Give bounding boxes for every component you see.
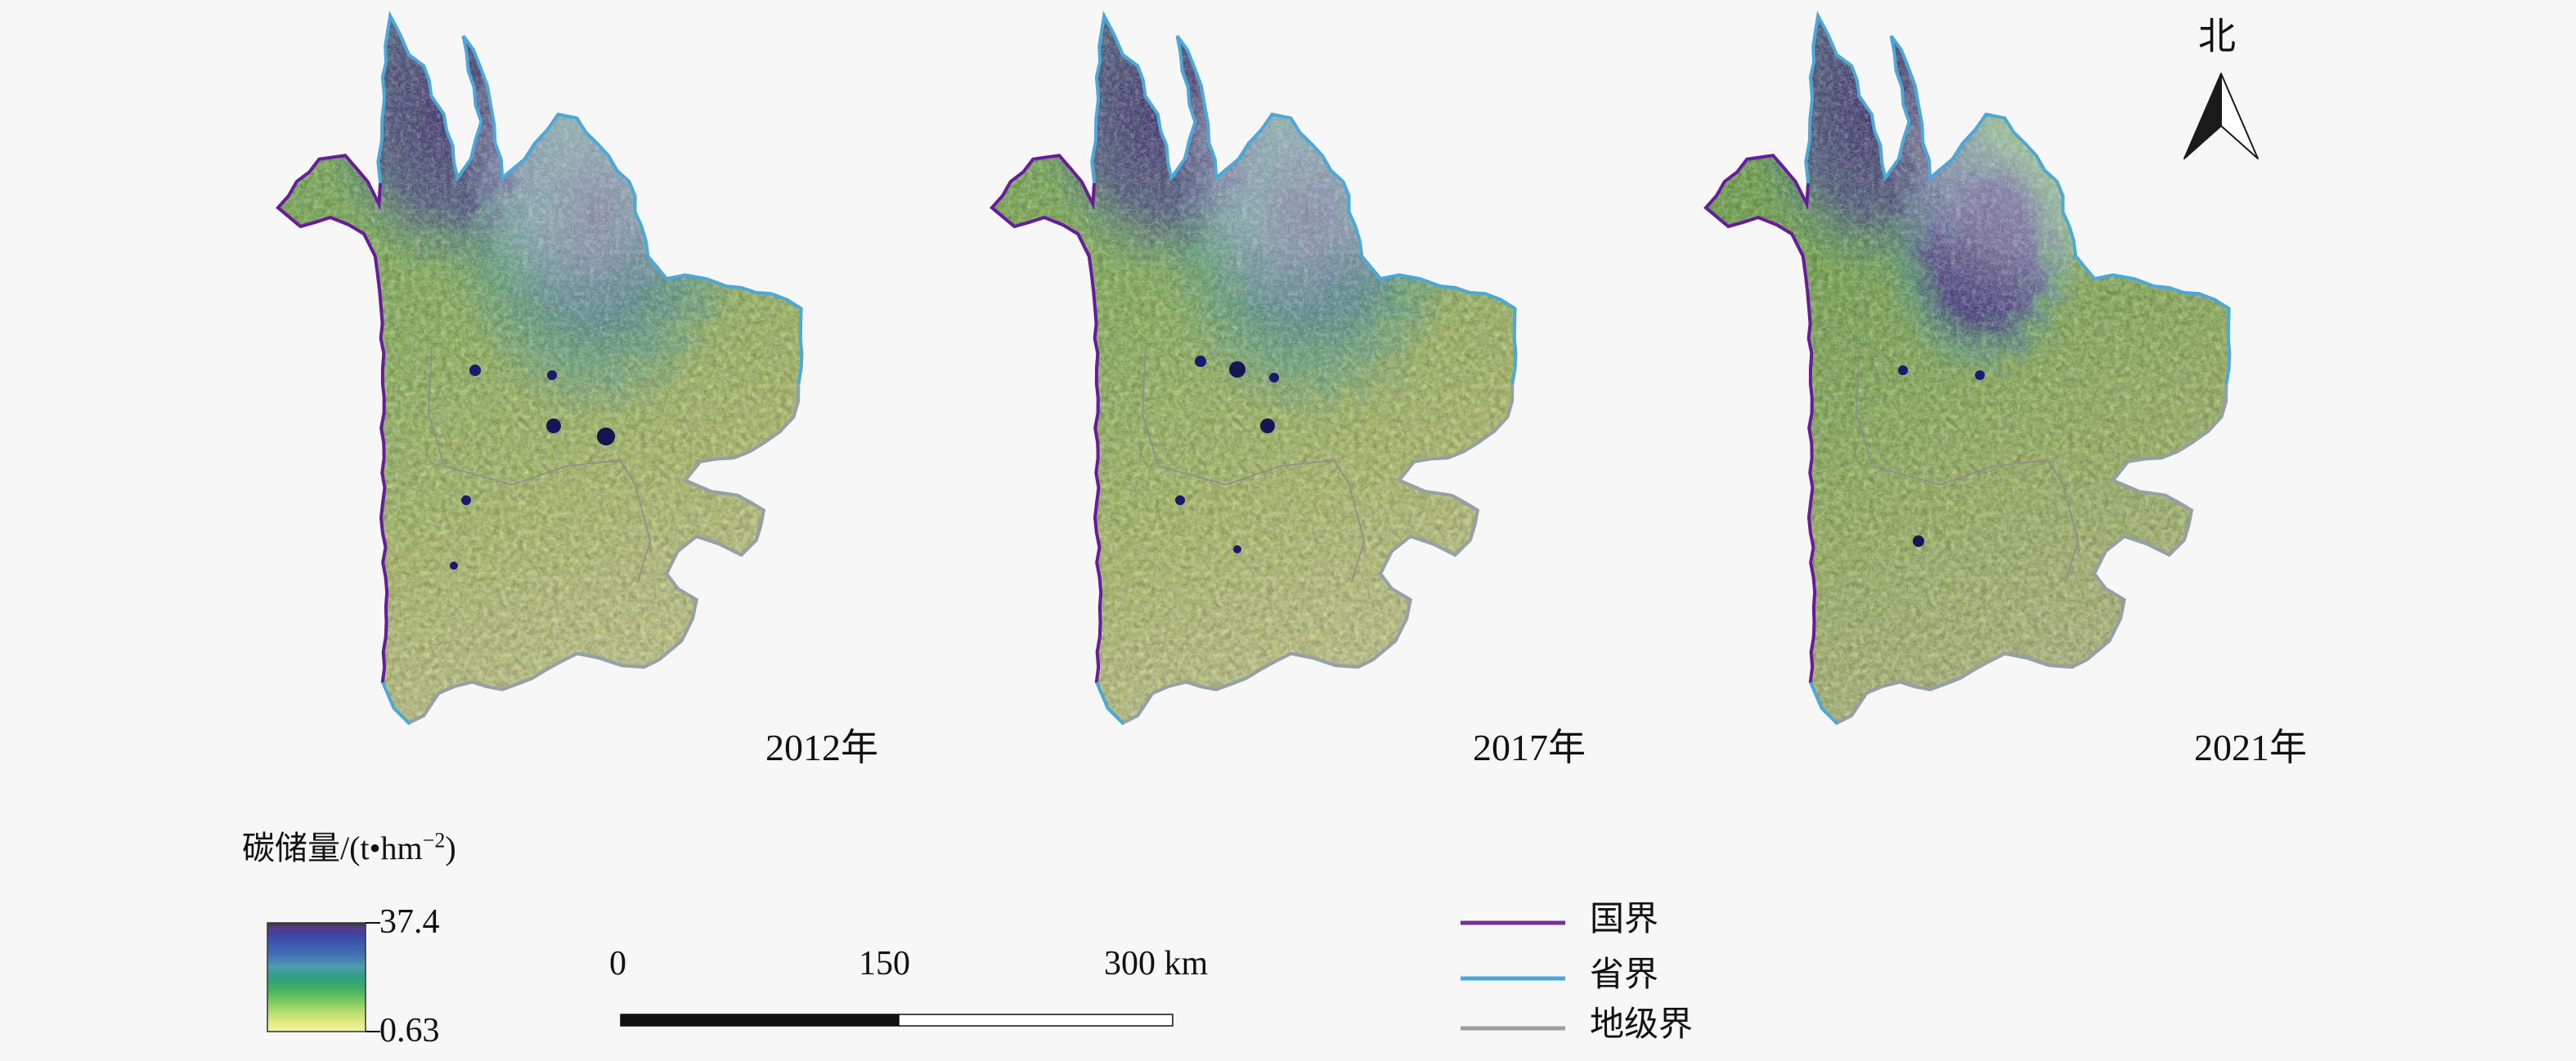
svg-text:北: 北 [2198, 16, 2236, 57]
